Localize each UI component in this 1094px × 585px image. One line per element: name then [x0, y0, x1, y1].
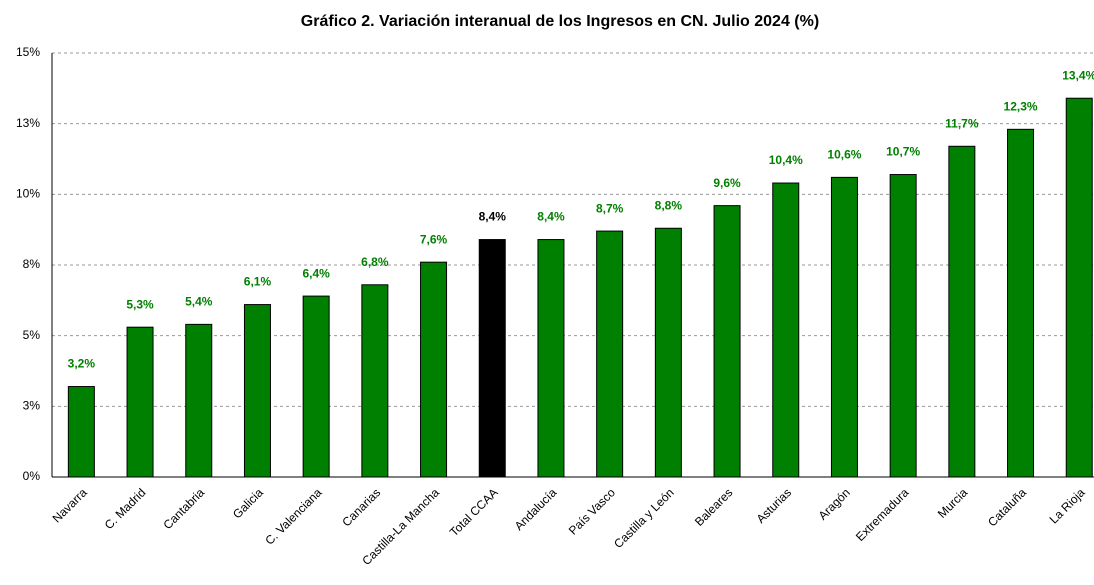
x-tick-label: C. Valenciana	[262, 485, 324, 547]
value-label: 5,3%	[126, 297, 154, 311]
value-label: 9,6%	[713, 176, 741, 190]
value-label: 5,4%	[185, 295, 213, 309]
value-label: 6,1%	[244, 275, 272, 289]
bar	[185, 323, 213, 478]
bar	[948, 145, 976, 478]
x-tick-label: Aragón	[816, 485, 853, 522]
bar	[830, 176, 858, 478]
y-tick-label: 13%	[16, 116, 40, 130]
bar	[772, 182, 800, 478]
bar	[243, 304, 271, 478]
bar	[889, 174, 917, 478]
value-label: 13,4%	[1062, 68, 1094, 82]
value-label: 12,3%	[1004, 99, 1038, 113]
value-label: 6,4%	[302, 266, 330, 280]
x-tick-label: Navarra	[50, 485, 90, 525]
y-tick-label: 15%	[16, 45, 40, 59]
bar	[1007, 128, 1035, 478]
x-tick-label: Canarias	[339, 485, 383, 529]
x-tick-label: Murcia	[935, 485, 971, 521]
bar	[420, 261, 448, 478]
x-tick-label: Extremadura	[853, 485, 912, 544]
value-label: 8,4%	[479, 210, 507, 224]
bar	[537, 239, 565, 478]
value-label: 8,8%	[655, 198, 683, 212]
x-tick-label: Asturias	[754, 485, 795, 526]
y-tick-label: 8%	[23, 257, 41, 271]
value-label: 3,2%	[68, 357, 96, 371]
x-tick-label: C. Madrid	[102, 485, 149, 532]
x-tick-label: Galicia	[230, 485, 266, 521]
x-tick-label: Baleares	[692, 485, 735, 528]
bar	[126, 326, 154, 478]
value-label: 8,4%	[537, 210, 565, 224]
value-label: 10,4%	[769, 153, 803, 167]
y-tick-label: 10%	[16, 187, 40, 201]
x-tick-label: Cantabria	[160, 485, 207, 532]
y-tick-label: 0%	[23, 469, 41, 483]
bar	[361, 284, 389, 478]
value-label: 10,6%	[827, 148, 861, 162]
chart-title: Gráfico 2. Variación interanual de los I…	[301, 13, 819, 30]
x-tick-label: Castilla y León	[611, 485, 677, 551]
value-label: 7,6%	[420, 232, 448, 246]
value-label: 8,7%	[596, 201, 624, 215]
x-tick-label: Total CCAA	[447, 485, 501, 539]
bar	[1065, 97, 1093, 478]
y-tick-label: 5%	[23, 328, 41, 342]
x-tick-label: Cataluña	[985, 485, 1029, 529]
bar	[67, 386, 95, 478]
x-tick-label: Andalucía	[512, 485, 560, 533]
x-tick-label: La Rioja	[1047, 485, 1088, 526]
bar	[596, 230, 624, 478]
value-label: 11,7%	[945, 116, 979, 130]
bar	[654, 227, 682, 478]
bar	[478, 239, 506, 478]
value-label: 10,7%	[886, 145, 920, 159]
x-tick-label: País Vasco	[566, 485, 618, 537]
bar	[302, 295, 330, 478]
value-label: 6,8%	[361, 255, 389, 269]
y-tick-label: 3%	[23, 399, 41, 413]
bar	[713, 205, 741, 478]
